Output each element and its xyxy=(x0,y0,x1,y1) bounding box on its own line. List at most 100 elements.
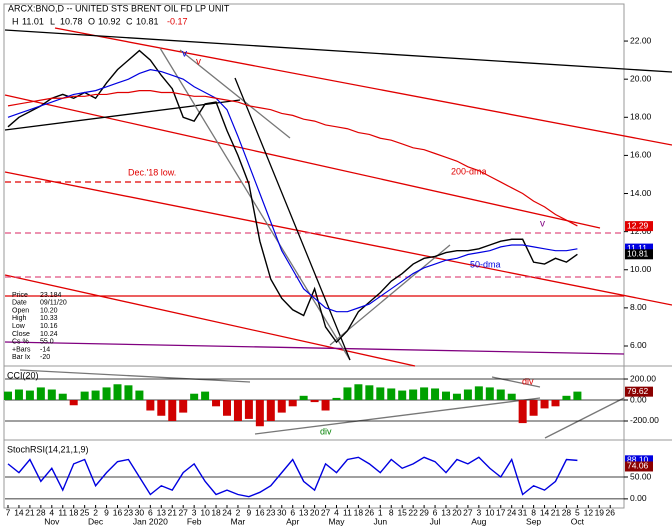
x-month-label: Aug xyxy=(471,516,486,526)
value-flag-label: 10.81 xyxy=(627,249,649,259)
cci-bar xyxy=(124,385,133,401)
cci-bar xyxy=(420,387,429,401)
x-tick-label: 16 xyxy=(113,507,123,517)
info-key: Open xyxy=(12,307,29,314)
y-tick-label: 0.00 xyxy=(630,394,647,404)
x-tick-label: 13 xyxy=(157,507,167,517)
ohlc-value: 10.92 xyxy=(98,16,121,26)
x-month-label: Jan 2020 xyxy=(133,516,168,526)
annotation: v xyxy=(540,219,545,230)
symbol-title: ARCX:BNO,D -- UNITED STS BRENT OIL FD LP… xyxy=(8,3,230,13)
value-flag xyxy=(625,249,653,260)
cci-bar xyxy=(212,400,221,407)
value-flag xyxy=(625,455,653,466)
x-tick-label: 24 xyxy=(222,507,232,517)
x-tick-label: 31 xyxy=(518,507,528,517)
x-tick-label: 18 xyxy=(69,507,79,517)
info-key: Date xyxy=(12,300,27,307)
cci-bar xyxy=(135,390,144,401)
x-tick-label: 24 xyxy=(507,507,517,517)
y-tick-label: 22.00 xyxy=(630,35,652,45)
x-month-label: May xyxy=(328,516,345,526)
info-key: Low xyxy=(12,323,26,330)
annotation: v xyxy=(182,49,187,60)
x-tick-label: 10 xyxy=(200,507,210,517)
ohlc-key: L xyxy=(50,16,55,26)
cci-bar xyxy=(551,400,560,407)
cci-trend-line xyxy=(19,369,251,383)
x-tick-label: 1 xyxy=(378,507,383,517)
x-tick-label: 30 xyxy=(277,507,287,517)
x-tick-label: 2 xyxy=(236,507,241,517)
x-tick-label: 21 xyxy=(168,507,178,517)
cci-bar xyxy=(562,395,571,401)
trend-line xyxy=(179,49,291,139)
y-tick-label: 50.00 xyxy=(630,471,652,481)
cci-bar xyxy=(343,387,352,401)
purple-line xyxy=(4,341,625,355)
x-month-label: Oct xyxy=(571,516,585,526)
x-tick-label: 2 xyxy=(93,507,98,517)
cci-bar xyxy=(288,400,297,407)
x-tick-label: 10 xyxy=(485,507,495,517)
x-month-label: Apr xyxy=(286,516,299,526)
x-tick-label: 17 xyxy=(496,507,506,517)
y-tick-label: 14.00 xyxy=(630,188,652,198)
x-tick-label: 14 xyxy=(540,507,550,517)
info-key: Cs % xyxy=(12,339,29,346)
x-tick-label: 29 xyxy=(419,507,429,517)
x-tick-label: 18 xyxy=(211,507,221,517)
cci-bar xyxy=(354,384,363,401)
x-tick-label: 6 xyxy=(148,507,153,517)
x-tick-label: 30 xyxy=(135,507,145,517)
info-key: Price xyxy=(12,292,28,299)
cci-bar xyxy=(4,391,12,401)
cci-bar xyxy=(540,400,549,409)
cci-bar xyxy=(69,400,78,406)
ma-label: 50-dma xyxy=(470,259,501,269)
x-tick-label: 23 xyxy=(266,507,276,517)
x-month-label: Mar xyxy=(231,516,246,526)
x-tick-label: 9 xyxy=(104,507,109,517)
change: -0.17 xyxy=(167,16,188,26)
x-tick-label: 13 xyxy=(299,507,309,517)
cci-bar xyxy=(431,388,440,401)
trend-line xyxy=(234,77,351,361)
cci-bar xyxy=(332,397,341,401)
cci-bar xyxy=(14,389,23,401)
x-tick-label: 27 xyxy=(178,507,188,517)
info-value: 10.20 xyxy=(40,307,58,314)
cci-bar xyxy=(409,389,418,401)
value-flag-label: 74.06 xyxy=(627,461,649,471)
x-tick-label: 6 xyxy=(433,507,438,517)
x-tick-label: 14 xyxy=(14,507,24,517)
x-tick-label: 4 xyxy=(334,507,339,517)
annotation: Dec.'18 low. xyxy=(128,167,176,177)
y-tick-label: 8.00 xyxy=(630,302,647,312)
x-tick-label: 11 xyxy=(58,507,67,517)
value-flag xyxy=(625,243,653,254)
cci-bar xyxy=(223,400,231,416)
x-tick-label: 27 xyxy=(463,507,473,517)
y-tick-label: 16.00 xyxy=(630,150,652,160)
x-tick-label: 8 xyxy=(531,507,536,517)
y-tick-label: 6.00 xyxy=(630,340,647,350)
x-tick-label: 27 xyxy=(321,507,331,517)
y-tick-label: 200.00 xyxy=(630,373,656,383)
x-tick-label: 4 xyxy=(49,507,54,517)
x-tick-label: 28 xyxy=(562,507,572,517)
cci-bar xyxy=(529,400,538,416)
cci-bar xyxy=(321,400,330,411)
cci-bar xyxy=(573,391,582,401)
value-flag-label: 88.10 xyxy=(627,455,649,465)
info-key: High xyxy=(12,315,27,322)
cci-trend-line xyxy=(254,397,541,435)
ma-label: 200-dma xyxy=(451,166,487,176)
info-value: 10.16 xyxy=(40,323,58,330)
x-tick-label: 19 xyxy=(595,507,605,517)
cci-bar xyxy=(102,387,111,401)
panel-title: StochRSI(14,21,1,9) xyxy=(7,444,89,454)
info-value: 09/11/20 xyxy=(40,300,67,307)
